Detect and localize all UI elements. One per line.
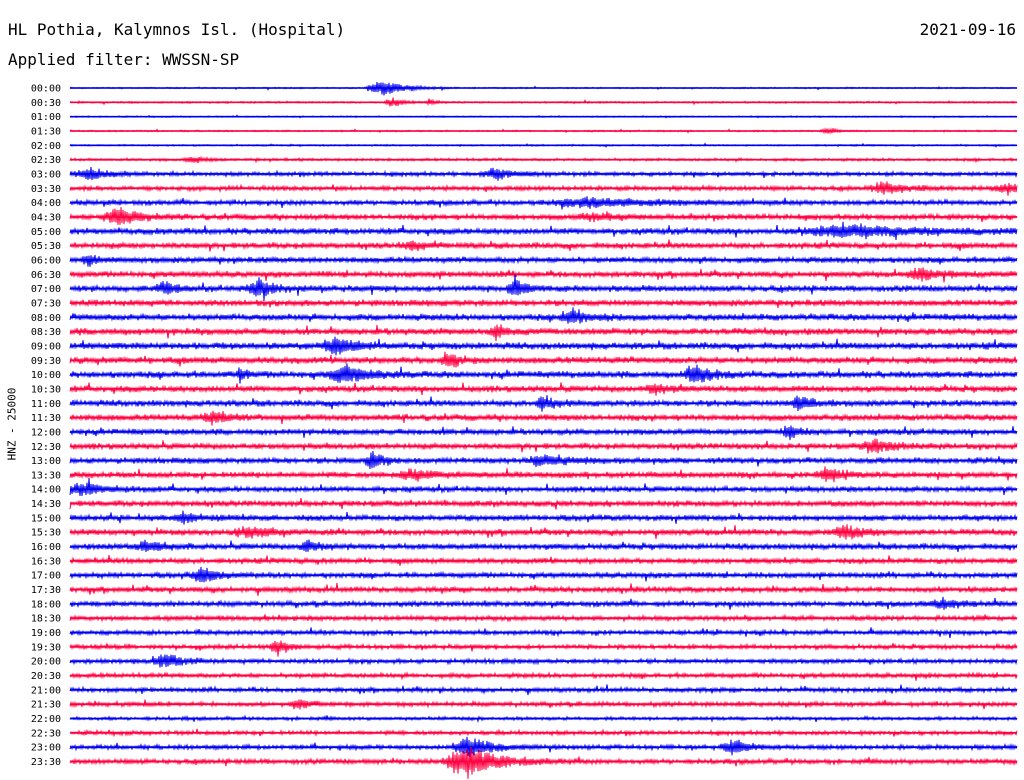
row-label: 02:00 — [31, 141, 61, 152]
row-label: 21:00 — [31, 685, 61, 696]
trace-line — [69, 363, 1018, 384]
row-label: 02:30 — [31, 155, 61, 166]
row-label: 08:30 — [31, 327, 61, 338]
row-labels: 00:00 00:30 01:00 01:30 02:00 02:30 03:00 03:30… — [31, 84, 61, 769]
row-label: 03:00 — [31, 169, 61, 180]
row-label: 22:30 — [31, 728, 61, 739]
row-label: 04:00 — [31, 198, 61, 209]
filter-label: Applied filter: WWSSN-SP — [8, 50, 240, 69]
trace-line — [69, 274, 1018, 301]
trace-line — [69, 324, 1018, 342]
row-label: 06:30 — [31, 270, 61, 281]
row-label: 14:30 — [31, 499, 61, 510]
row-label: 05:30 — [31, 241, 61, 252]
row-label: 21:30 — [31, 700, 61, 711]
row-label: 06:00 — [31, 255, 61, 266]
row-label: 15:30 — [31, 528, 61, 539]
row-label: 09:30 — [31, 356, 61, 367]
row-label: 08:00 — [31, 313, 61, 324]
trace-line — [69, 670, 1018, 681]
row-label: 00:00 — [31, 84, 61, 95]
row-label: 07:00 — [31, 284, 61, 295]
row-label: 14:00 — [31, 485, 61, 496]
row-label: 10:30 — [31, 384, 61, 395]
row-label: 19:00 — [31, 628, 61, 639]
row-label: 11:00 — [31, 399, 61, 410]
row-label: 05:00 — [31, 227, 61, 238]
row-label: 12:00 — [31, 427, 61, 438]
row-label: 01:00 — [31, 112, 61, 123]
trace-group — [69, 81, 1018, 779]
date-label: 2021-09-16 — [919, 20, 1016, 39]
row-label: 23:00 — [31, 743, 61, 754]
row-label: 23:30 — [31, 757, 61, 768]
trace-line — [69, 336, 1018, 356]
row-label: 15:00 — [31, 513, 61, 524]
row-label: 00:30 — [31, 98, 61, 109]
trace-line — [69, 207, 1018, 225]
row-label: 13:30 — [31, 470, 61, 481]
row-label: 13:00 — [31, 456, 61, 467]
trace-line — [69, 640, 1018, 657]
row-label: 03:30 — [31, 184, 61, 195]
row-label: 04:30 — [31, 212, 61, 223]
row-label: 09:00 — [31, 341, 61, 352]
row-label: 17:30 — [31, 585, 61, 596]
row-label: 01:30 — [31, 126, 61, 137]
row-label: 12:30 — [31, 442, 61, 453]
row-label: 18:30 — [31, 614, 61, 625]
row-label: 11:30 — [31, 413, 61, 424]
trace-line — [69, 478, 1018, 496]
station-title: HL Pothia, Kalymnos Isl. (Hospital) — [8, 20, 346, 39]
trace-line — [69, 425, 1018, 441]
row-label: 17:00 — [31, 571, 61, 582]
row-label: 22:00 — [31, 714, 61, 725]
row-label: 16:30 — [31, 556, 61, 567]
trace-line — [69, 747, 1018, 779]
row-label: 20:30 — [31, 671, 61, 682]
row-label: 10:00 — [31, 370, 61, 381]
trace-line — [69, 307, 1018, 324]
trace-line — [69, 254, 1018, 267]
row-label: 16:00 — [31, 542, 61, 553]
row-label: 19:30 — [31, 642, 61, 653]
trace-line — [69, 539, 1018, 553]
row-label: 07:30 — [31, 298, 61, 309]
row-label: 18:00 — [31, 599, 61, 610]
row-label: 20:00 — [31, 657, 61, 668]
